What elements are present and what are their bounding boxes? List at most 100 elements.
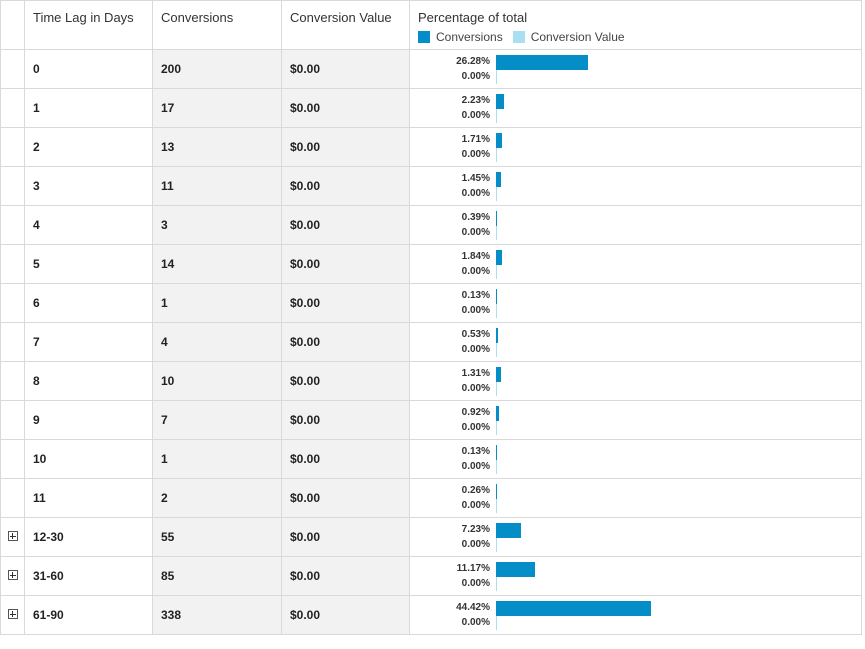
percentage-conversions-text: 44.42% — [456, 602, 490, 613]
conversions-share-bar — [496, 250, 502, 265]
table-row: 61-90 338 $0.00 44.42% 0.00% — [0, 595, 862, 635]
row-expand-cell — [0, 517, 25, 557]
cell-conversion-value: $0.00 — [281, 517, 410, 557]
cell-time-lag: 31-60 — [24, 556, 153, 596]
cell-percentage: 0.39% 0.00% — [409, 205, 862, 245]
cell-percentage: 0.92% 0.00% — [409, 400, 862, 440]
cell-conversion-value: $0.00 — [281, 361, 410, 401]
cell-conversion-value: $0.00 — [281, 205, 410, 245]
cell-percentage: 0.53% 0.00% — [409, 322, 862, 362]
expand-plus-icon[interactable] — [7, 609, 18, 619]
percentage-conversions-text: 1.71% — [461, 134, 490, 145]
percentage-conversions-text: 0.13% — [461, 290, 490, 301]
header-time-lag[interactable]: Time Lag in Days — [24, 0, 153, 50]
cell-conversion-value: $0.00 — [281, 166, 410, 206]
header-conversions[interactable]: Conversions — [152, 0, 282, 50]
cell-conversions: 10 — [152, 361, 282, 401]
cell-percentage: 1.84% 0.00% — [409, 244, 862, 284]
cell-time-lag: 1 — [24, 88, 153, 128]
expand-plus-icon[interactable] — [7, 531, 18, 541]
row-expand-cell — [0, 322, 25, 362]
time-lag-table: Time Lag in Days Conversions Conversion … — [0, 0, 862, 635]
legend: Conversions Conversion Value — [418, 30, 853, 44]
cell-percentage: 1.45% 0.00% — [409, 166, 862, 206]
table-row: 6 1 $0.00 0.13% 0.00% — [0, 283, 862, 323]
percentage-value-text: 0.00% — [461, 305, 490, 316]
conversions-share-bar — [496, 367, 501, 382]
cell-conversions: 200 — [152, 49, 282, 89]
cell-time-lag: 2 — [24, 127, 153, 167]
percentage-conversions-text: 0.26% — [461, 485, 490, 496]
cell-conversion-value: $0.00 — [281, 400, 410, 440]
header-percentage-label: Percentage of total — [418, 10, 528, 25]
row-expand-cell — [0, 556, 25, 596]
conversions-share-bar — [496, 211, 497, 226]
row-expand-cell — [0, 127, 25, 167]
conversion-value-share-bar — [496, 421, 497, 435]
row-expand-cell — [0, 244, 25, 284]
conversions-share-bar — [496, 55, 588, 70]
expand-plus-icon[interactable] — [7, 570, 18, 580]
cell-conversions: 1 — [152, 439, 282, 479]
legend-swatch-conversions — [418, 31, 430, 43]
percentage-conversions-text: 11.17% — [456, 563, 490, 574]
legend-swatch-conversion-value — [512, 31, 525, 43]
cell-percentage: 1.71% 0.00% — [409, 127, 862, 167]
conversion-value-share-bar — [496, 265, 497, 279]
row-expand-cell — [0, 205, 25, 245]
table-row: 8 10 $0.00 1.31% 0.00% — [0, 361, 862, 401]
conversion-value-share-bar — [496, 616, 497, 630]
cell-conversions: 4 — [152, 322, 282, 362]
percentage-conversions-text: 1.45% — [461, 173, 490, 184]
table-row: 0 200 $0.00 26.28% 0.00% — [0, 49, 862, 89]
cell-conversions: 11 — [152, 166, 282, 206]
cell-time-lag: 8 — [24, 361, 153, 401]
cell-conversion-value: $0.00 — [281, 322, 410, 362]
legend-label-conversion-value: Conversion Value — [530, 30, 625, 44]
conversion-value-share-bar — [496, 70, 497, 84]
conversion-value-share-bar — [496, 148, 497, 162]
cell-conversions: 7 — [152, 400, 282, 440]
percentage-value-text: 0.00% — [461, 500, 490, 511]
table-row: 31-60 85 $0.00 11.17% 0.00% — [0, 556, 862, 596]
legend-item-conversion-value: Conversion Value — [512, 30, 625, 44]
cell-conversions: 17 — [152, 88, 282, 128]
conversion-value-share-bar — [496, 382, 497, 396]
legend-item-conversions: Conversions — [418, 30, 503, 44]
cell-time-lag: 5 — [24, 244, 153, 284]
conversion-value-share-bar — [496, 577, 497, 591]
cell-time-lag: 6 — [24, 283, 153, 323]
percentage-conversions-text: 0.39% — [461, 212, 490, 223]
conversion-value-share-bar — [496, 109, 497, 123]
table-row: 5 14 $0.00 1.84% 0.00% — [0, 244, 862, 284]
table-row: 7 4 $0.00 0.53% 0.00% — [0, 322, 862, 362]
row-expand-cell — [0, 595, 25, 635]
percentage-conversions-text: 0.13% — [461, 446, 490, 457]
conversions-share-bar — [496, 406, 499, 421]
percentage-value-text: 0.00% — [461, 188, 490, 199]
header-conversion-value[interactable]: Conversion Value — [281, 0, 410, 50]
table-row: 11 2 $0.00 0.26% 0.00% — [0, 478, 862, 518]
cell-conversion-value: $0.00 — [281, 244, 410, 284]
conversion-value-share-bar — [496, 343, 497, 357]
percentage-value-text: 0.00% — [461, 383, 490, 394]
percentage-value-text: 0.00% — [461, 110, 490, 121]
conversions-share-bar — [496, 523, 521, 538]
percentage-value-text: 0.00% — [461, 71, 490, 82]
conversions-share-bar — [496, 562, 535, 577]
header-row: Time Lag in Days Conversions Conversion … — [0, 0, 862, 50]
cell-conversions: 3 — [152, 205, 282, 245]
conversions-share-bar — [496, 289, 497, 304]
percentage-value-text: 0.00% — [461, 461, 490, 472]
conversions-share-bar — [496, 445, 497, 460]
percentage-conversions-text: 0.92% — [461, 407, 490, 418]
conversions-share-bar — [496, 133, 502, 148]
cell-conversion-value: $0.00 — [281, 283, 410, 323]
cell-percentage: 0.13% 0.00% — [409, 283, 862, 323]
percentage-value-text: 0.00% — [461, 539, 490, 550]
conversions-share-bar — [496, 94, 504, 109]
percentage-value-text: 0.00% — [461, 149, 490, 160]
cell-time-lag: 7 — [24, 322, 153, 362]
conversion-value-share-bar — [496, 226, 497, 240]
cell-time-lag: 11 — [24, 478, 153, 518]
